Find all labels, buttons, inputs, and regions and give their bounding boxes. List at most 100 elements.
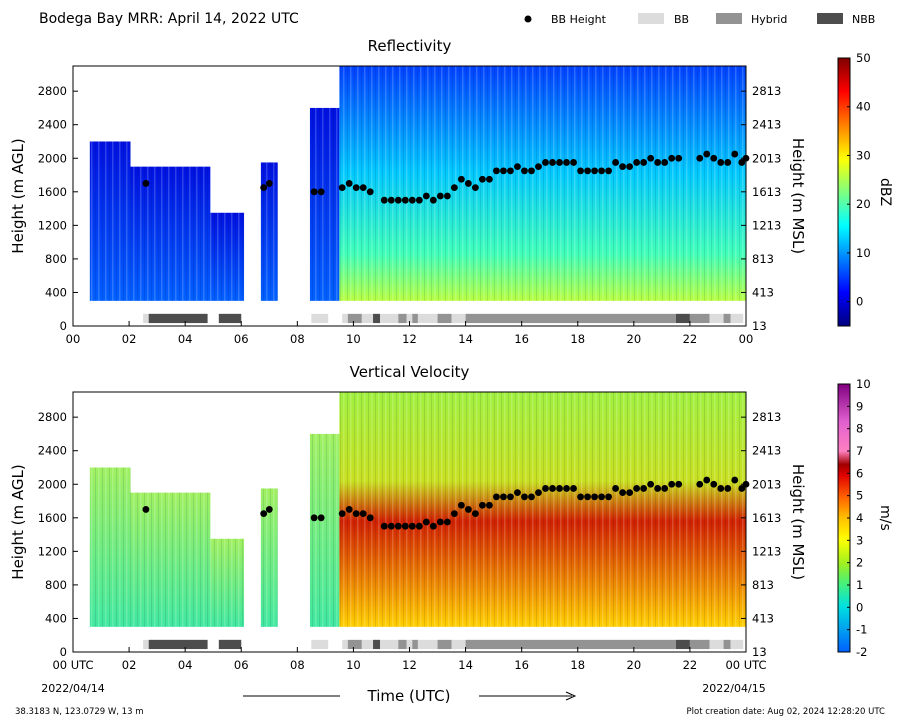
end-date: 2022/04/15 xyxy=(702,682,765,695)
bb-height-point xyxy=(717,159,725,166)
y-tick-label-right: 1213 xyxy=(752,544,781,558)
colorbar-tick-label: 7 xyxy=(856,444,863,458)
bb-height-point xyxy=(486,501,493,509)
bb-height-point xyxy=(710,480,718,488)
bb-height-point xyxy=(380,522,388,530)
y-tick-label-right: 413 xyxy=(752,611,774,625)
bb-height-point xyxy=(507,493,514,501)
bb-height-point xyxy=(528,167,535,175)
bb-height-point xyxy=(415,522,423,530)
y-tick-label-right: 2813 xyxy=(752,84,781,98)
bb-type-segment-7 xyxy=(373,313,381,324)
bb-height-point xyxy=(464,506,472,513)
y-axis-label: Height (m AGL) xyxy=(9,464,27,579)
colorbar-tick-label: 0 xyxy=(856,600,863,614)
bb-height-point xyxy=(703,150,711,158)
colorbar-tick-label: 0 xyxy=(856,295,863,309)
bb-type-segment-9 xyxy=(398,313,407,324)
colorbar-tick-label: 6 xyxy=(856,466,863,480)
x-axis-label: Time (UTC) xyxy=(367,687,451,705)
bb-height-point xyxy=(598,493,605,501)
bb-height-point xyxy=(696,480,704,488)
bb-type-segment-0 xyxy=(143,639,149,650)
figure-title: Bodega Bay MRR: April 14, 2022 UTC xyxy=(39,11,299,27)
data-streaks-0 xyxy=(89,141,131,301)
bb-height-point xyxy=(675,480,683,488)
x-tick-label: 06 xyxy=(234,658,249,672)
bb-height-point xyxy=(464,180,472,187)
bb-type-segment-19 xyxy=(723,313,731,324)
bb-height-point xyxy=(731,476,739,484)
bb-height-point xyxy=(514,489,521,497)
bb-type-segment-0 xyxy=(143,313,149,324)
bb-height-point xyxy=(457,501,465,509)
bb-type-segment-16 xyxy=(675,639,690,650)
bb-type-segment-2 xyxy=(218,639,242,650)
data-streaks-3 xyxy=(260,162,278,301)
bb-height-point xyxy=(429,522,437,530)
bb-type-segment-4 xyxy=(342,639,348,650)
y-tick-label-right: 13 xyxy=(752,645,767,659)
panel-title: Reflectivity xyxy=(368,37,452,55)
bb-height-point xyxy=(471,184,479,192)
bb-height-point xyxy=(591,167,598,175)
bb-height-point xyxy=(260,184,268,192)
bb-height-point xyxy=(429,196,437,204)
bb-height-point xyxy=(556,485,563,492)
x-tick-label: 14 xyxy=(458,332,473,346)
y-tick-label: 2400 xyxy=(38,444,67,458)
bb-type-segment-18 xyxy=(709,639,724,650)
bb-height-point xyxy=(563,485,570,492)
bb-height-point xyxy=(626,163,634,171)
y-tick-label-right: 413 xyxy=(752,285,774,299)
bb-height-point xyxy=(443,192,451,200)
x-tick-label: 00 UTC xyxy=(52,658,93,672)
bb-height-point xyxy=(542,159,549,166)
bb-height-point xyxy=(345,180,353,187)
data-streaks-3 xyxy=(260,488,278,627)
data-streaks-1 xyxy=(130,166,211,301)
bb-height-point xyxy=(528,493,535,501)
bb-type-segment-17 xyxy=(689,639,710,650)
bb-height-point xyxy=(619,163,627,171)
bb-type-segment-1 xyxy=(148,639,208,650)
bb-height-point xyxy=(415,196,423,204)
bb-type-segment-7 xyxy=(373,639,381,650)
colorbar-tick-label: 5 xyxy=(856,489,863,503)
bb-type-segment-5 xyxy=(347,639,362,650)
colorbar-tick-label: 50 xyxy=(856,51,871,65)
bb-height-point xyxy=(654,485,662,492)
bb-height-point xyxy=(570,159,577,166)
x-tick-label: 10 xyxy=(346,658,361,672)
bb-height-point xyxy=(493,167,500,175)
bb-height-point xyxy=(661,159,669,166)
bb-height-point xyxy=(521,167,528,175)
bb-height-point xyxy=(387,196,395,204)
bb-height-point xyxy=(450,510,458,518)
bb-height-point xyxy=(443,518,451,526)
colorbar-tick-label: 30 xyxy=(856,148,871,162)
bb-type-segment-2 xyxy=(218,313,242,324)
x-tick-label: 04 xyxy=(178,658,193,672)
legend-hybrid-label: Hybrid xyxy=(751,13,787,26)
bb-height-point xyxy=(394,196,402,204)
x-tick-label: 12 xyxy=(402,658,417,672)
colorbar-tick-label: 8 xyxy=(856,422,863,436)
y-tick-label: 1200 xyxy=(38,544,67,558)
bb-height-point xyxy=(450,184,458,192)
y-tick-label: 0 xyxy=(60,319,67,333)
colorbar xyxy=(837,57,851,327)
bb-height-point xyxy=(394,522,402,530)
bb-height-point xyxy=(479,175,486,183)
x-tick-label: 22 xyxy=(683,658,698,672)
y-tick-label: 800 xyxy=(45,578,67,592)
bb-height-point xyxy=(724,485,732,492)
y-tick-label: 2400 xyxy=(38,118,67,132)
bb-type-segment-14 xyxy=(451,639,466,650)
bb-type-segment-20 xyxy=(730,639,744,650)
legend-bb-height-marker xyxy=(524,15,532,23)
x-tick-label: 18 xyxy=(570,658,585,672)
bb-height-point xyxy=(661,485,669,492)
y-axis-label: Height (m AGL) xyxy=(9,138,27,253)
